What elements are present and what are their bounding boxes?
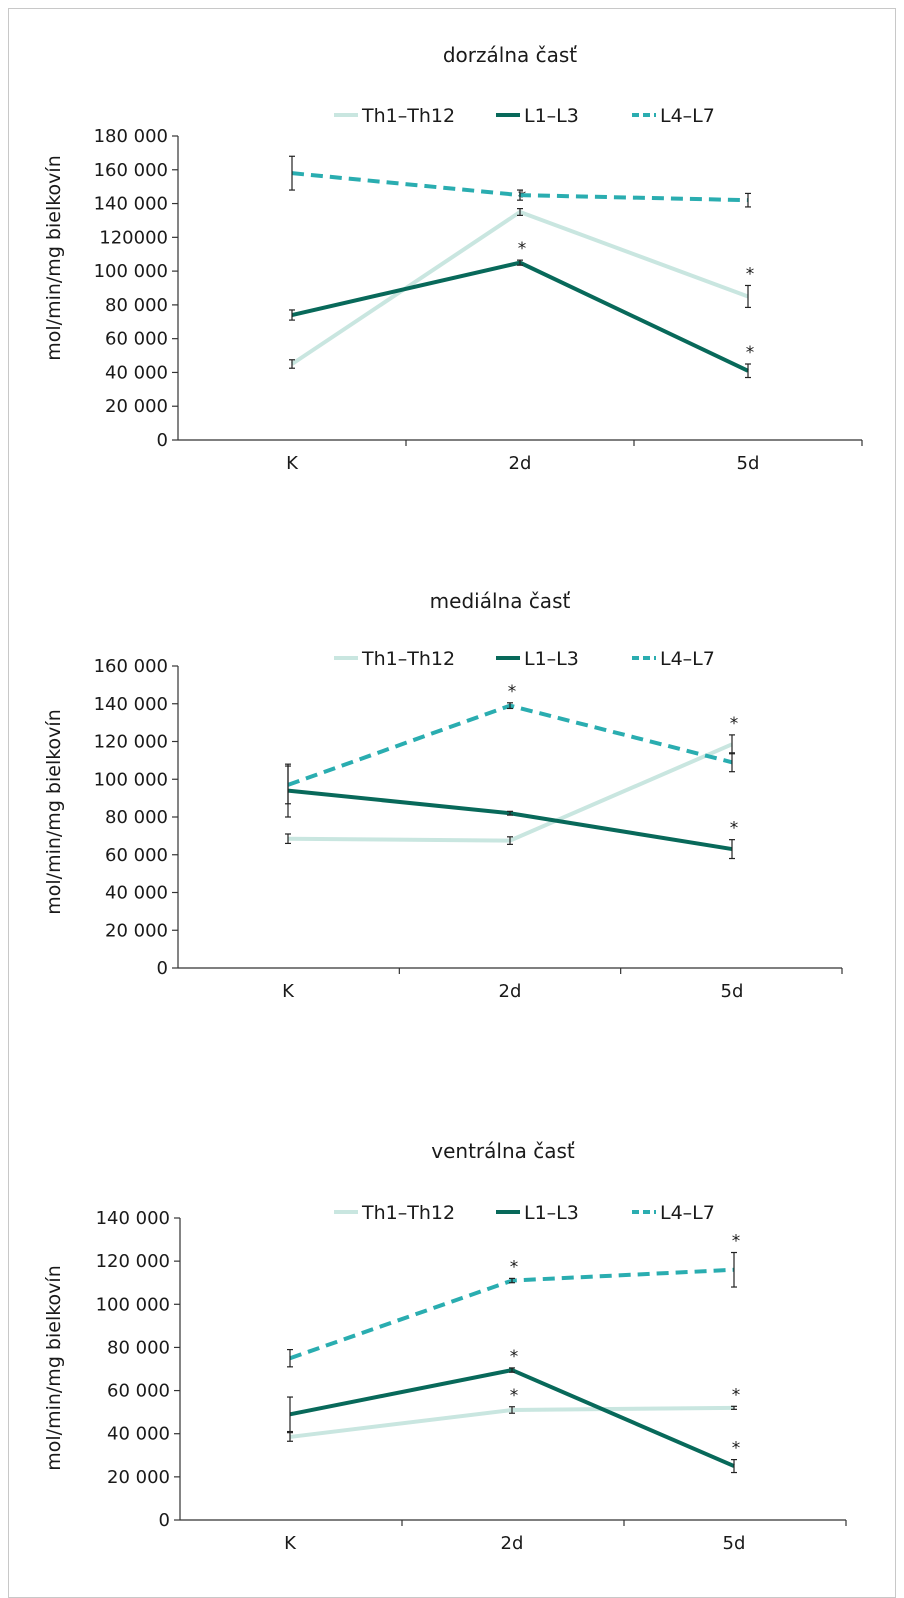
significance-marker: * [508,682,517,702]
y-tick-label: 180 000 [94,126,168,147]
error-bar [745,363,751,379]
error-bar [507,702,513,710]
y-tick-label: 160 000 [94,656,168,677]
error-bar [745,284,751,309]
x-tick-label: 2d [509,453,532,474]
y-tick-label: 20 000 [105,396,168,417]
y-axis-label: mol/min/mg bielkovín [43,1265,65,1470]
legend-label-2: L1–L3 [524,1202,579,1224]
legend-label-3: L4–L7 [660,105,715,127]
error-bar [517,189,523,201]
y-tick-label: 100 000 [94,261,168,282]
significance-marker: * [746,343,755,363]
y-axis-label: mol/min/mg bielkovín [43,155,65,360]
significance-marker: * [730,714,739,734]
significance-marker: * [732,1385,741,1405]
y-tick-label: 0 [157,430,168,451]
significance-marker: * [746,264,755,284]
x-tick-label: K [284,1533,297,1554]
y-tick-label: 120 000 [94,732,168,753]
y-tick-label: 80 000 [105,295,168,316]
error-bar [517,208,523,216]
significance-marker: * [518,239,527,259]
y-tick-label: 100 000 [94,769,168,790]
error-bar [507,836,513,845]
y-tick-label: 60 000 [105,329,168,350]
chart-title: ventrálna časť [431,1139,575,1163]
significance-marker: * [510,1257,519,1277]
y-tick-label: 140 000 [94,694,168,715]
chart-2: mediálna časť mol/min/mg bielkovín 0 20 000… [43,589,843,1002]
y-tick-label: 100 000 [96,1294,170,1315]
y-tick-label: 160 000 [94,160,168,181]
error-bar [289,359,295,369]
y-tick-label: 140 000 [96,1208,170,1229]
y-tick-label: 0 [157,958,168,979]
chart-1: dorzálna časť mol/min/mg bielkovín 0 20 000… [43,43,863,474]
y-tick-label: 20 000 [107,1467,170,1488]
significance-marker: * [732,1232,741,1252]
error-bar [731,1251,737,1288]
error-bar [517,259,523,266]
error-bar [509,1406,515,1414]
x-tick-label: 2d [501,1533,524,1554]
significance-marker: * [730,819,739,839]
y-tick-label: 80 000 [105,807,168,828]
y-tick-label: 20 000 [105,920,168,941]
legend-label-3: L4–L7 [660,1202,715,1224]
chart-3: ventrálna časť mol/min/mg bielkovín 0 20 00… [43,1139,847,1554]
legend-label-3: L4–L7 [660,648,715,670]
significance-marker: * [732,1439,741,1459]
series-line-2 [289,1367,735,1468]
x-tick-label: K [286,453,299,474]
x-tick-label: 5d [737,453,760,474]
error-bar [285,765,291,805]
significance-marker: * [518,188,527,208]
series-line-1 [290,209,749,366]
significance-marker: * [510,1386,519,1406]
series-line-1 [287,742,733,843]
chart-title: mediálna časť [430,589,571,613]
x-tick-label: 5d [721,981,744,1002]
y-tick-label: 40 000 [107,1424,170,1445]
x-tick-label: K [282,981,295,1002]
chart-title: dorzálna časť [443,43,577,67]
error-bar [729,752,735,773]
y-tick-label: 40 000 [105,362,168,383]
x-tick-label: 2d [499,981,522,1002]
legend-label-1: Th1–Th12 [361,105,455,127]
error-bar [745,192,751,208]
error-bar [285,833,291,845]
error-bar [509,1367,515,1373]
legend-label-1: Th1–Th12 [361,1202,455,1224]
y-tick-label: 120000 [99,227,168,248]
x-tick-label: 5d [723,1533,746,1554]
legend-label-2: L1–L3 [524,105,579,127]
error-bar [289,309,295,321]
error-bar [731,1405,737,1410]
y-tick-label: 80 000 [107,1337,170,1358]
legend-label-2: L1–L3 [524,648,579,670]
error-bar [509,1277,515,1284]
error-bar [287,1396,293,1433]
y-tick-label: 140 000 [94,194,168,215]
error-bar [289,155,295,191]
y-axis-label: mol/min/mg bielkovín [43,709,65,914]
y-tick-label: 0 [159,1510,170,1531]
y-tick-label: 60 000 [107,1381,170,1402]
y-tick-label: 40 000 [105,883,168,904]
error-bar [729,839,735,860]
legend-label-1: Th1–Th12 [361,648,455,670]
significance-marker: * [510,1347,519,1367]
y-tick-label: 60 000 [105,845,168,866]
error-bar [507,810,513,816]
error-bar [287,1348,293,1368]
error-bar [287,1432,293,1442]
error-bar [731,1458,737,1474]
y-tick-label: 120 000 [96,1251,170,1272]
